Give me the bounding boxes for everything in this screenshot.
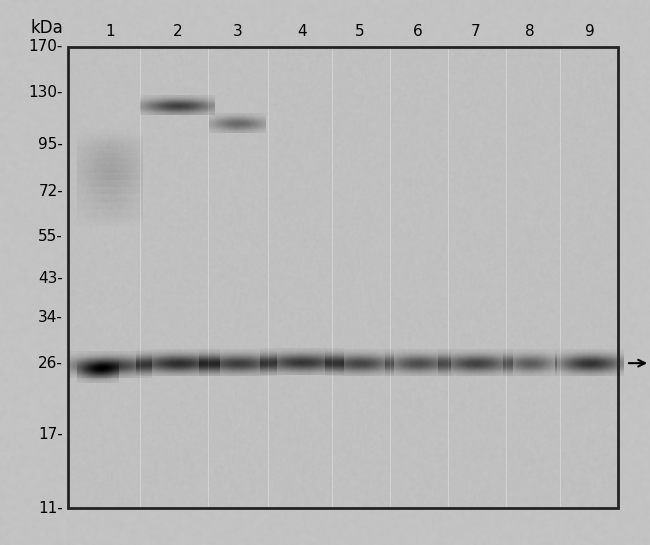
Text: 8: 8 bbox=[525, 24, 535, 39]
Text: 2: 2 bbox=[173, 24, 183, 39]
Text: 72-: 72- bbox=[38, 184, 63, 199]
Text: 26-: 26- bbox=[38, 356, 63, 371]
Text: 17-: 17- bbox=[38, 427, 63, 442]
Bar bbox=[68, 47, 618, 508]
Text: 4: 4 bbox=[297, 24, 307, 39]
Text: 11-: 11- bbox=[38, 500, 63, 516]
Text: 9: 9 bbox=[585, 24, 595, 39]
Text: 5: 5 bbox=[355, 24, 365, 39]
Text: 7: 7 bbox=[471, 24, 481, 39]
Text: 43-: 43- bbox=[38, 271, 63, 286]
Text: 55-: 55- bbox=[38, 229, 63, 245]
Text: 6: 6 bbox=[413, 24, 423, 39]
Text: 1: 1 bbox=[105, 24, 115, 39]
Text: 170-: 170- bbox=[29, 39, 63, 54]
Text: kDa: kDa bbox=[31, 19, 63, 37]
Text: 3: 3 bbox=[233, 24, 243, 39]
Text: 95-: 95- bbox=[38, 137, 63, 153]
Text: 34-: 34- bbox=[38, 311, 63, 325]
Text: 130-: 130- bbox=[29, 84, 63, 100]
